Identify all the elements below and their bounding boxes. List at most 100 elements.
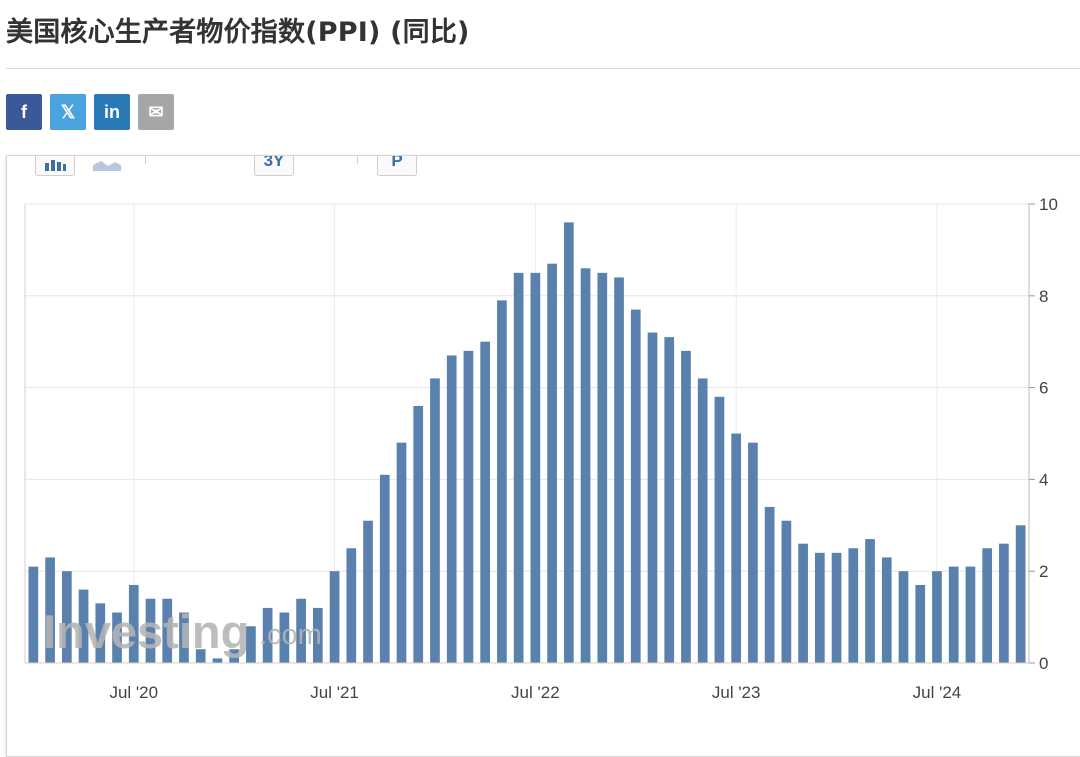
range-2y-button[interactable]: 2Y xyxy=(215,156,236,160)
x-icon: 𝕏 xyxy=(60,101,76,122)
bar xyxy=(179,612,189,663)
bar xyxy=(614,277,624,663)
y-tick-label: 0 xyxy=(1039,654,1048,673)
chart-panel: 1Y 2Y 3Y max P Investing .com 0246810l '… xyxy=(6,155,1080,757)
bar xyxy=(246,626,256,663)
bar xyxy=(379,474,390,663)
watermark: Investing .com xyxy=(43,605,322,658)
bar xyxy=(814,552,825,663)
bar xyxy=(965,566,976,663)
bar xyxy=(463,350,474,663)
bar xyxy=(78,589,89,663)
bar xyxy=(329,571,340,663)
x-tick-label: Jul '21 xyxy=(310,683,359,702)
bar xyxy=(681,350,691,663)
bar xyxy=(312,607,323,663)
email-share-button[interactable]: ✉ xyxy=(138,94,174,130)
share-bar: f 𝕏 in ✉ xyxy=(6,94,174,130)
bar xyxy=(630,309,641,663)
bar xyxy=(513,272,524,663)
linkedin-icon: in xyxy=(104,101,120,122)
bar xyxy=(95,603,106,663)
bar xyxy=(45,557,55,663)
p-button[interactable]: P xyxy=(377,156,417,176)
bar xyxy=(848,548,859,663)
y-tick-label: 2 xyxy=(1039,562,1048,581)
watermark-main: Investing xyxy=(43,605,249,658)
y-tick-label: 8 xyxy=(1039,287,1048,306)
bar-chart-icon xyxy=(45,160,66,171)
email-icon: ✉ xyxy=(148,101,164,122)
x-tick-label: Jul '23 xyxy=(712,683,761,702)
bar xyxy=(195,649,206,663)
bar xyxy=(831,552,842,663)
bar xyxy=(915,584,926,663)
bar xyxy=(212,658,223,663)
toolbar-separator xyxy=(145,156,146,164)
range-3y-button[interactable]: 3Y xyxy=(254,156,294,176)
bar xyxy=(597,272,608,663)
facebook-icon: f xyxy=(21,101,27,122)
watermark-suffix: .com xyxy=(259,619,322,651)
bar xyxy=(898,571,909,663)
bar xyxy=(881,557,892,663)
bar xyxy=(764,506,775,663)
bar xyxy=(731,433,742,663)
x-share-button[interactable]: 𝕏 xyxy=(50,94,86,130)
area-chart-icon xyxy=(93,161,121,171)
bar xyxy=(647,332,658,663)
bar xyxy=(363,520,373,663)
bar xyxy=(145,598,156,663)
bar xyxy=(865,539,875,663)
bar xyxy=(999,543,1009,663)
bar xyxy=(547,263,557,663)
bar xyxy=(279,612,290,663)
y-tick-label: 10 xyxy=(1039,195,1058,214)
bar xyxy=(530,272,541,663)
toolbar-separator xyxy=(357,156,358,164)
range-max-button[interactable]: max xyxy=(305,156,331,159)
bar xyxy=(28,566,39,663)
bar xyxy=(430,378,440,663)
bar xyxy=(1015,525,1026,663)
bar xyxy=(162,598,173,663)
bar xyxy=(61,571,72,663)
area-chart-type-button[interactable] xyxy=(85,156,129,176)
range-1y-button[interactable]: 1Y xyxy=(171,156,192,160)
divider xyxy=(6,68,1080,69)
linkedin-share-button[interactable]: in xyxy=(94,94,130,130)
bar xyxy=(346,548,357,663)
bar xyxy=(697,378,708,663)
grid-layer xyxy=(25,203,1029,664)
facebook-share-button[interactable]: f xyxy=(6,94,42,130)
bar xyxy=(714,396,725,663)
x-tick-label: Jul '22 xyxy=(511,683,560,702)
bar xyxy=(480,341,491,663)
page-title: 美国核心生产者物价指数(PPI) (同比) xyxy=(6,17,470,48)
x-tick-label: Jul '20 xyxy=(109,683,158,702)
bar xyxy=(948,566,959,663)
bar xyxy=(497,300,507,663)
bar xyxy=(664,337,675,663)
bar-chart-type-button[interactable] xyxy=(35,156,75,176)
bar xyxy=(262,607,273,663)
bar xyxy=(798,543,808,663)
y-tick-label: 6 xyxy=(1039,379,1048,398)
bar xyxy=(396,442,407,663)
bar xyxy=(446,355,457,663)
x-tick-label: Jul '24 xyxy=(913,683,962,702)
bar xyxy=(982,548,993,663)
chart-toolbar: 1Y 2Y 3Y max P xyxy=(7,156,1080,178)
bar-layer xyxy=(28,222,1026,664)
bar xyxy=(128,584,139,663)
bar xyxy=(932,571,942,663)
bar xyxy=(413,405,424,663)
y-tick-label: 4 xyxy=(1039,470,1048,489)
bar xyxy=(229,649,240,663)
bar xyxy=(580,268,591,663)
bar xyxy=(781,520,792,663)
bar xyxy=(296,598,306,663)
bar xyxy=(112,612,122,663)
